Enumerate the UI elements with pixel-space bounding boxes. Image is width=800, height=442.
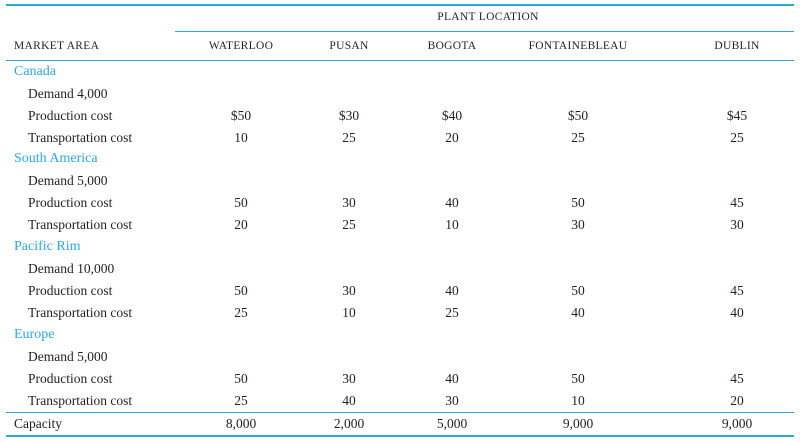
transportation-cost-label: Transportation cost <box>28 130 133 145</box>
capacity-cell: 9,000 <box>721 416 753 431</box>
capacity-rule <box>6 412 794 413</box>
cost-cell: 45 <box>730 283 744 298</box>
cost-cell: 40 <box>342 393 356 408</box>
capacity-cell: 8,000 <box>225 416 257 431</box>
column-header-pusan: PUSAN <box>329 40 369 52</box>
transportation-cost-label: Transportation cost <box>28 217 133 232</box>
cost-cell: 30 <box>342 371 356 386</box>
cost-cell: 50 <box>234 283 248 298</box>
cost-cell: 40 <box>445 195 459 210</box>
cost-cell: 10 <box>342 305 356 320</box>
cost-cell: 50 <box>571 283 585 298</box>
transportation-cost-label: Transportation cost <box>28 393 133 408</box>
cost-cell: 50 <box>571 195 585 210</box>
demand-label: Demand 5,000 <box>28 349 108 364</box>
market-area-name: Canada <box>14 64 56 79</box>
cost-cell: $40 <box>441 108 463 123</box>
production-cost-label: Production cost <box>28 108 113 123</box>
cost-cell: 10 <box>571 393 585 408</box>
cost-cell: 30 <box>571 217 585 232</box>
cost-cell: 20 <box>730 393 744 408</box>
cost-cell: 50 <box>234 195 248 210</box>
cost-cell: 20 <box>445 130 459 145</box>
cost-cell: 30 <box>342 283 356 298</box>
transportation-cost-label: Transportation cost <box>28 305 133 320</box>
column-header-bogota: BOGOTA <box>427 40 477 52</box>
cost-cell: $50 <box>230 108 252 123</box>
cost-cell: 40 <box>571 305 585 320</box>
cost-cell: 20 <box>234 217 248 232</box>
top-rule <box>6 4 794 6</box>
header-rule <box>6 60 794 61</box>
cost-cell: 10 <box>445 217 459 232</box>
demand-label: Demand 4,000 <box>28 86 108 101</box>
cost-cell: 25 <box>342 217 356 232</box>
cost-cell: 45 <box>730 195 744 210</box>
cost-cell: 30 <box>342 195 356 210</box>
demand-label: Demand 10,000 <box>28 261 115 276</box>
market-area-name: South America <box>14 151 98 166</box>
plant-location-rule <box>175 31 794 32</box>
cost-cell: 50 <box>571 371 585 386</box>
cost-cell: 50 <box>234 371 248 386</box>
capacity-cell: 5,000 <box>436 416 468 431</box>
cost-cell: $50 <box>567 108 589 123</box>
cost-cell: 40 <box>730 305 744 320</box>
column-header-fontainebleau: FONTAINEBLEAU <box>528 40 628 52</box>
bottom-rule <box>6 435 794 437</box>
cost-cell: 10 <box>234 130 248 145</box>
cost-cell: 25 <box>445 305 459 320</box>
cost-cell: 25 <box>234 393 248 408</box>
market-area-name: Pacific Rim <box>14 239 81 254</box>
cost-cell: 25 <box>730 130 744 145</box>
column-header-waterloo: WATERLOO <box>208 40 274 52</box>
plant-location-heading: PLANT LOCATION <box>437 11 539 23</box>
cost-cell: 30 <box>445 393 459 408</box>
production-cost-label: Production cost <box>28 195 113 210</box>
cost-cell: 25 <box>571 130 585 145</box>
cost-cell: 40 <box>445 371 459 386</box>
capacity-cell: 9,000 <box>562 416 594 431</box>
cost-cell: $45 <box>726 108 748 123</box>
cost-cell: 45 <box>730 371 744 386</box>
market-area-name: Europe <box>14 327 55 342</box>
cost-cell: 40 <box>445 283 459 298</box>
cost-cell: 30 <box>730 217 744 232</box>
production-cost-label: Production cost <box>28 371 113 386</box>
cost-cell: 25 <box>234 305 248 320</box>
demand-label: Demand 5,000 <box>28 173 108 188</box>
cost-cell: 25 <box>342 130 356 145</box>
column-header-dublin: DUBLIN <box>714 40 760 52</box>
capacity-cell: 2,000 <box>333 416 365 431</box>
production-cost-label: Production cost <box>28 283 113 298</box>
market-area-header: MARKET AREA <box>14 40 100 52</box>
cost-cell: $30 <box>338 108 360 123</box>
capacity-label: Capacity <box>14 416 62 431</box>
